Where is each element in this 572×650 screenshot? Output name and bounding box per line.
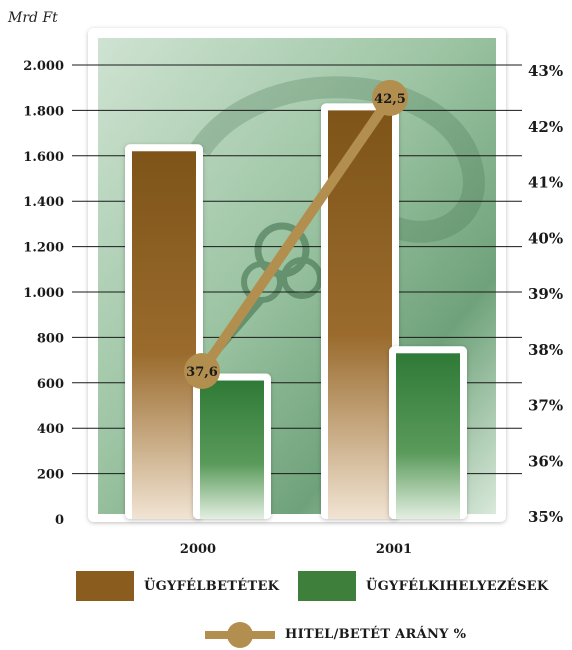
y2-tick-label: 38% (528, 341, 563, 359)
x-category-label: 2000 (180, 542, 216, 557)
bars (125, 103, 467, 520)
legend-line-marker (205, 622, 275, 648)
legend-label-ratio: Hitel/betét arány % (285, 627, 467, 642)
legend-swatch-loans (298, 571, 356, 601)
legend-swatch-deposits (76, 571, 134, 601)
y-tick-label: 1.600 (23, 150, 64, 165)
legend-label-deposits: Ügyfélbetétek (144, 579, 280, 594)
bar-loans-2000 (200, 380, 264, 519)
bar-deposits-2000 (132, 151, 196, 519)
y-axis-right: 35% 36% 37% 38% 39% 40% 41% 42% 43% (528, 62, 563, 526)
y2-tick-label: 35% (528, 508, 563, 526)
ratio-point (184, 353, 220, 390)
y-tick-label: 400 (37, 422, 64, 437)
ratio-point-label: 42,5 (374, 92, 406, 107)
legend-label-loans: Ügyfélkihelyezések (366, 579, 549, 594)
y2-tick-label: 41% (528, 174, 563, 192)
ratio-line-path (197, 92, 395, 377)
unit-label: Mrd Ft (7, 10, 58, 26)
y-tick-label: 2.000 (23, 59, 64, 74)
y-tick-label: 0 (55, 513, 64, 528)
y-tick-label: 1.800 (23, 104, 64, 119)
y-tick-label: 1.200 (23, 241, 64, 256)
y-tick-label: 1.000 (23, 286, 64, 301)
y2-tick-label: 37% (528, 397, 563, 415)
y2-tick-label: 39% (528, 285, 563, 303)
y-axis-left: 0 200 400 600 800 1.000 1.200 1.400 1.600 1.800 2.… (23, 59, 64, 528)
y2-tick-label: 43% (528, 62, 563, 80)
ratio-point-label: 37,6 (186, 365, 218, 380)
y-tick-label: 600 (37, 377, 64, 392)
bar-loans-2001 (396, 353, 460, 519)
x-category-label: 2001 (376, 542, 412, 557)
y2-tick-label: 42% (528, 118, 563, 136)
y-tick-label: 1.400 (23, 195, 64, 210)
ratio-point (372, 79, 408, 116)
ratio-line: 37,6 42,5 (184, 79, 408, 390)
y2-tick-label: 40% (528, 229, 563, 247)
y-tick-label: 800 (37, 331, 64, 346)
x-axis: 2000 2001 (180, 542, 412, 557)
y-tick-label: 200 (37, 468, 64, 483)
y2-tick-label: 36% (528, 452, 563, 470)
